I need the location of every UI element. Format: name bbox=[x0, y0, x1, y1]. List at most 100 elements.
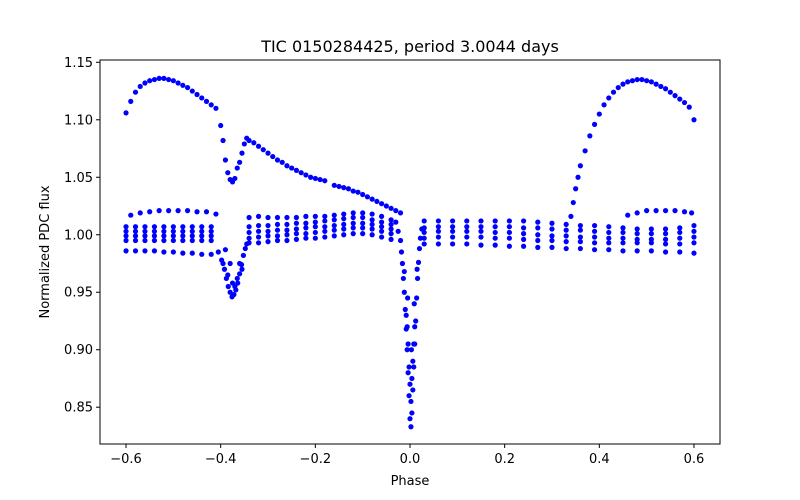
x-tick-label: −0.2 bbox=[300, 452, 332, 467]
data-point bbox=[123, 237, 129, 244]
data-point bbox=[591, 121, 598, 127]
data-point bbox=[123, 110, 129, 116]
data-point bbox=[322, 218, 328, 224]
data-point bbox=[435, 234, 441, 240]
data-point bbox=[478, 228, 484, 234]
data-point bbox=[417, 235, 424, 241]
data-point bbox=[241, 141, 247, 147]
data-point bbox=[279, 159, 285, 165]
data-point bbox=[606, 224, 612, 230]
data-point bbox=[407, 381, 413, 387]
data-point bbox=[379, 228, 385, 234]
data-point bbox=[142, 228, 148, 234]
data-point bbox=[450, 234, 456, 240]
data-point bbox=[549, 233, 555, 239]
data-point bbox=[568, 213, 574, 219]
data-point bbox=[180, 224, 186, 230]
data-point bbox=[369, 226, 375, 232]
data-point bbox=[175, 80, 181, 86]
data-point bbox=[274, 221, 281, 228]
data-point bbox=[575, 174, 581, 180]
data-point bbox=[369, 217, 375, 223]
data-point bbox=[577, 245, 583, 252]
data-point bbox=[677, 235, 683, 241]
data-point bbox=[634, 210, 640, 216]
data-point bbox=[648, 226, 654, 232]
data-point bbox=[577, 239, 583, 245]
data-point bbox=[293, 220, 300, 226]
data-point bbox=[397, 210, 404, 216]
data-point bbox=[331, 222, 337, 229]
data-point bbox=[364, 194, 370, 200]
data-point bbox=[170, 237, 176, 244]
data-point bbox=[591, 222, 598, 229]
data-point bbox=[132, 237, 139, 244]
data-point bbox=[450, 224, 456, 230]
data-point bbox=[634, 76, 640, 83]
data-point bbox=[450, 241, 456, 247]
data-point bbox=[284, 163, 290, 169]
data-point bbox=[142, 237, 148, 244]
data-point bbox=[535, 232, 541, 238]
data-point bbox=[303, 235, 309, 241]
data-point bbox=[312, 224, 318, 230]
data-point bbox=[360, 220, 366, 226]
data-point bbox=[644, 208, 650, 214]
data-point bbox=[232, 283, 238, 290]
data-point bbox=[411, 301, 417, 307]
data-point bbox=[166, 208, 172, 214]
data-point bbox=[132, 248, 139, 254]
data-point bbox=[255, 143, 262, 149]
y-tick-label: 0.95 bbox=[64, 286, 93, 301]
data-point bbox=[170, 78, 176, 84]
data-point bbox=[421, 218, 427, 224]
data-point bbox=[506, 229, 512, 236]
data-point bbox=[421, 241, 427, 247]
data-point bbox=[409, 410, 415, 416]
data-point bbox=[662, 241, 669, 247]
data-point bbox=[128, 212, 134, 218]
data-point bbox=[350, 188, 356, 194]
data-point bbox=[360, 191, 366, 198]
data-point bbox=[691, 228, 697, 234]
data-point bbox=[213, 211, 219, 217]
data-point bbox=[274, 227, 281, 233]
data-point bbox=[450, 228, 456, 234]
data-point bbox=[215, 249, 221, 255]
data-point bbox=[274, 237, 281, 244]
data-point bbox=[686, 104, 692, 110]
data-point bbox=[662, 208, 669, 214]
data-point bbox=[189, 224, 195, 230]
data-point bbox=[464, 228, 470, 234]
data-point bbox=[681, 209, 688, 215]
data-point bbox=[265, 214, 271, 221]
data-point bbox=[232, 175, 238, 182]
data-point bbox=[284, 232, 290, 238]
data-point bbox=[161, 224, 167, 230]
data-point bbox=[383, 203, 389, 209]
data-point bbox=[406, 364, 412, 370]
data-point bbox=[648, 231, 654, 237]
data-point bbox=[360, 214, 366, 221]
data-point bbox=[478, 234, 484, 240]
data-point bbox=[255, 213, 262, 219]
data-point bbox=[123, 228, 129, 234]
data-point bbox=[415, 259, 422, 265]
data-point bbox=[222, 247, 229, 253]
data-point bbox=[677, 241, 683, 247]
data-point bbox=[662, 86, 669, 92]
data-point bbox=[303, 172, 309, 178]
data-point bbox=[506, 235, 512, 241]
data-point bbox=[450, 218, 456, 224]
data-point bbox=[132, 233, 139, 239]
data-point bbox=[520, 218, 527, 224]
data-point bbox=[246, 137, 252, 144]
data-point bbox=[379, 224, 385, 230]
data-point bbox=[312, 213, 318, 219]
data-point bbox=[208, 251, 214, 257]
data-point bbox=[401, 289, 407, 295]
data-point bbox=[577, 234, 583, 240]
data-point bbox=[606, 240, 612, 246]
data-point bbox=[691, 117, 697, 123]
data-point bbox=[231, 291, 237, 298]
